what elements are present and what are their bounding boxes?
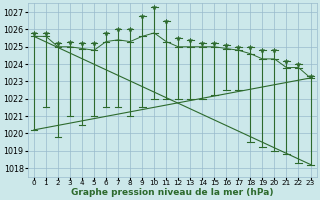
X-axis label: Graphe pression niveau de la mer (hPa): Graphe pression niveau de la mer (hPa)	[71, 188, 274, 197]
